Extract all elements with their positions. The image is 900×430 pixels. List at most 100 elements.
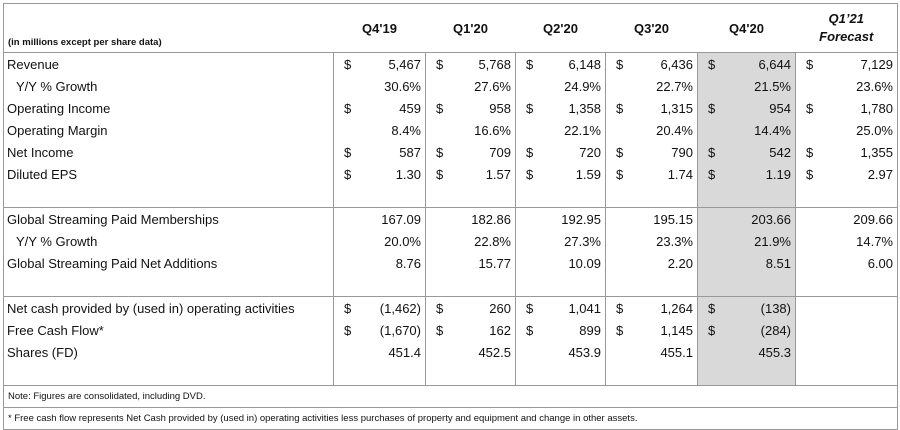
value: 6,436	[660, 56, 693, 72]
value: 455.1	[660, 344, 693, 360]
value-cell: 22.7%	[605, 75, 698, 97]
value-cell: $954	[697, 97, 796, 119]
currency-sign: $	[436, 100, 444, 116]
row-label: Operating Income	[7, 100, 111, 116]
row-label: Revenue	[7, 56, 60, 72]
empty-cell	[795, 185, 898, 208]
value: 1.19	[765, 166, 791, 182]
value-cell: 25.0%	[795, 119, 898, 141]
value: 1,264	[660, 300, 693, 316]
value-cell: 451.4	[333, 341, 426, 363]
data-row: Net cash provided by (used in) operating…	[4, 296, 898, 319]
currency-sign: $	[436, 166, 444, 182]
column-header: Q4'20	[697, 3, 796, 53]
row-label: Global Streaming Paid Memberships	[7, 211, 219, 227]
forecast-header-line: Q1’21	[828, 11, 864, 26]
value-cell: 16.6%	[425, 119, 516, 141]
currency-sign: $	[526, 100, 534, 116]
currency-sign: $	[616, 322, 624, 338]
currency-sign: $	[616, 100, 624, 116]
currency-sign: $	[436, 300, 444, 316]
value-cell: $ (138)	[697, 296, 796, 319]
value: 1,041	[568, 300, 601, 316]
value-cell: 453.9	[515, 341, 606, 363]
currency-sign: $	[616, 300, 624, 316]
row-label: Diluted EPS	[7, 166, 78, 182]
row-label: Free Cash Flow*	[7, 322, 104, 338]
empty-cell	[333, 363, 426, 386]
value: 10.09	[568, 255, 601, 271]
data-row: Y/Y % Growth 20.0% 22.8% 27.3% 23.3% 21.9% 14.…	[4, 230, 898, 252]
value: 1.30	[395, 166, 421, 182]
data-row: Shares (FD) 451.4 452.5 453.9 455.1 455.3	[4, 341, 898, 363]
empty-cell	[697, 185, 796, 208]
value-cell: $162	[425, 319, 516, 341]
value: (1,670)	[379, 322, 421, 338]
value-cell: 2.20	[605, 252, 698, 274]
value: 27.3%	[564, 233, 601, 249]
currency-sign: $	[526, 322, 534, 338]
table-header: (in millions except per share data) Q4'1…	[3, 3, 898, 53]
value: 162	[489, 322, 511, 338]
currency-sign: $	[616, 144, 624, 160]
value: 720	[579, 144, 601, 160]
currency-sign: $	[436, 56, 444, 72]
value-cell: 21.5%	[697, 75, 796, 97]
value-cell: $1,780	[795, 97, 898, 119]
value: 30.6%	[384, 78, 421, 94]
value: 899	[579, 322, 601, 338]
value-cell: 14.4%	[697, 119, 796, 141]
empty-cell	[333, 274, 426, 297]
currency-sign: $	[436, 144, 444, 160]
value-cell: $542	[697, 141, 796, 163]
value-cell: 23.6%	[795, 75, 898, 97]
value: 452.5	[478, 344, 511, 360]
note-row: * Free cash flow represents Net Cash pro…	[3, 407, 898, 430]
empty-cell	[605, 185, 698, 208]
value: 27.6%	[474, 78, 511, 94]
value-cell	[795, 319, 898, 341]
currency-sign: $	[344, 300, 352, 316]
column-header: Q1'20	[425, 3, 516, 53]
data-row: Net Income $587 $709 $720 $790 $542 $1,355	[4, 141, 898, 163]
value-cell: $587	[333, 141, 426, 163]
value: (284)	[760, 322, 791, 338]
row-label: Y/Y % Growth	[16, 233, 98, 249]
value: 1,145	[660, 322, 693, 338]
value-cell: 8.4%	[333, 119, 426, 141]
value: 1.57	[485, 166, 511, 182]
value-cell: 167.09	[333, 207, 426, 230]
empty-cell	[3, 274, 334, 297]
value-cell: $1.30	[333, 163, 426, 185]
currency-sign: $	[526, 56, 534, 72]
value-cell: 14.7%	[795, 230, 898, 252]
value-cell: $ (1,462)	[333, 296, 426, 319]
value: 8.4%	[391, 122, 421, 138]
empty-cell	[3, 363, 334, 386]
value-cell: $6,644	[697, 52, 796, 75]
value: 21.5%	[754, 78, 791, 94]
value-cell: 27.6%	[425, 75, 516, 97]
value: 22.8%	[474, 233, 511, 249]
value: 20.4%	[656, 122, 693, 138]
empty-cell	[515, 274, 606, 297]
currency-sign: $	[344, 144, 352, 160]
value: 15.77	[478, 255, 511, 271]
value: (138)	[760, 300, 791, 316]
value: 1,780	[860, 100, 893, 116]
currency-sign: $	[344, 166, 352, 182]
currency-sign: $	[806, 144, 814, 160]
value-cell: 22.1%	[515, 119, 606, 141]
value-cell: $ (1,670)	[333, 319, 426, 341]
value: 14.4%	[754, 122, 791, 138]
value-cell: $5,768	[425, 52, 516, 75]
value-cell: 23.3%	[605, 230, 698, 252]
currency-sign: $	[344, 100, 352, 116]
value-cell: 30.6%	[333, 75, 426, 97]
currency-sign: $	[616, 56, 624, 72]
note: Note: Figures are consolidated, includin…	[3, 385, 898, 408]
currency-sign: $	[708, 144, 716, 160]
value-cell: $958	[425, 97, 516, 119]
value: 192.95	[561, 211, 601, 227]
value-cell	[795, 296, 898, 319]
